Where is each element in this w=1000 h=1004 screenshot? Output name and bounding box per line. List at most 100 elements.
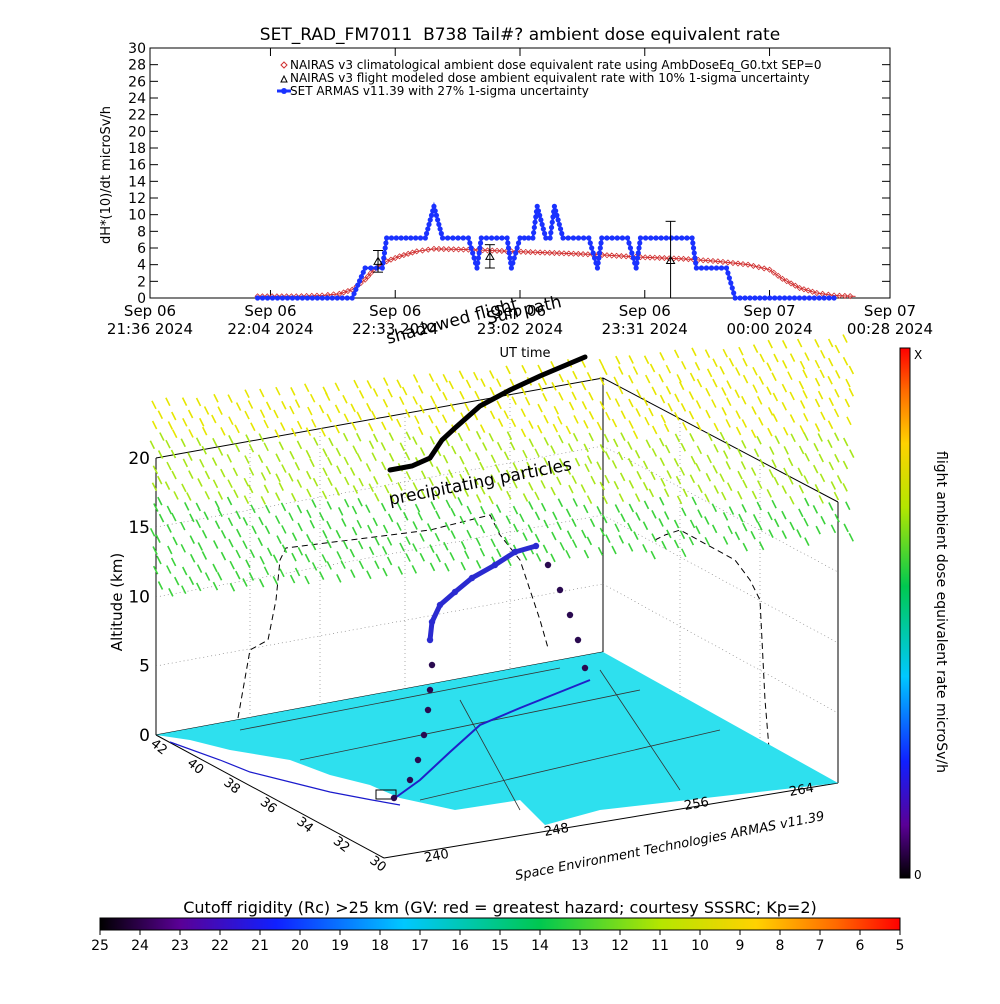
dose-streak [519, 468, 526, 478]
flight-track-point [581, 664, 589, 672]
dose-streak [368, 440, 375, 450]
dose-colorbar-top-label: X [914, 348, 922, 362]
dose-streak [818, 495, 824, 504]
dose-streak [583, 504, 589, 514]
x-tick-label: 23:31 2024 [602, 320, 688, 338]
dose-streak [767, 407, 774, 416]
dose-streak [397, 566, 404, 575]
dose-streak [294, 567, 301, 577]
dose-streak [584, 463, 590, 473]
dose-streak [318, 571, 325, 580]
armas-point [703, 265, 710, 271]
dose-streak [627, 457, 634, 467]
dose-streak [602, 366, 608, 376]
dose-streak [713, 422, 719, 432]
dose-streak [689, 372, 696, 382]
dose-streak [819, 369, 825, 379]
dose-streak [534, 511, 541, 521]
dose-streak [828, 461, 835, 471]
nairas-clim-point [484, 247, 491, 254]
y-tick-label: 30 [128, 41, 146, 57]
nairas-clim-point [489, 247, 496, 254]
dose-streak [448, 380, 454, 390]
dose-streak [275, 473, 281, 483]
nairas-clim-point [734, 260, 742, 267]
dose-streak [534, 533, 541, 543]
dose-streak [553, 405, 559, 415]
dose-streak [543, 457, 549, 466]
dose-streak [473, 371, 479, 381]
armas-point [353, 286, 359, 293]
dose-streak [586, 455, 593, 464]
armas-point [279, 295, 286, 301]
dose-streak [475, 560, 482, 569]
armas-point [259, 295, 266, 301]
armas-point [541, 230, 548, 237]
dose-streak [512, 505, 519, 515]
dose-streak [568, 401, 575, 411]
series-nairas-clim-line [257, 248, 856, 297]
armas-point [381, 255, 387, 261]
armas-point [476, 250, 482, 256]
dose-streak [728, 506, 735, 515]
dose-streak [343, 413, 350, 423]
dose-streak [688, 410, 695, 420]
dose-streak [804, 352, 810, 361]
legend-marker-diamond [280, 61, 288, 69]
nairas-flight-point [665, 255, 676, 264]
dose-streak [381, 421, 387, 431]
dose-streak [742, 522, 748, 532]
dose-streak [235, 510, 241, 520]
latitude-tick-label: 30 [367, 853, 389, 875]
dose-streak [490, 538, 496, 548]
armas-point [360, 269, 366, 275]
dose-streak [694, 361, 701, 371]
dose-streak [374, 536, 380, 546]
altitude-tick-label: 20 [128, 449, 150, 469]
armas-point [624, 235, 631, 241]
armas-point [324, 295, 330, 301]
dose-streak [180, 438, 186, 448]
dose-streak [309, 519, 315, 529]
dose-streak [442, 373, 448, 383]
dose-streak [520, 386, 527, 396]
dose-streak [490, 454, 497, 464]
armas-point [427, 217, 433, 223]
dose-streak [521, 551, 528, 561]
dose-streak [830, 481, 837, 490]
dose-streak [399, 396, 405, 406]
dose-streak [303, 383, 310, 393]
dose-streak [757, 521, 763, 531]
nairas-clim-point [532, 249, 539, 256]
dose-streak [734, 389, 740, 399]
dose-streak [740, 461, 747, 470]
armas-point [513, 250, 519, 256]
dose-streak [181, 483, 187, 493]
dose-streak [789, 414, 796, 423]
dose-streak [551, 382, 557, 391]
dose-streak [184, 502, 190, 511]
dose-streak [497, 482, 503, 491]
dose-streak [203, 406, 210, 415]
dose-streak [386, 537, 393, 546]
dose-streak [628, 480, 635, 489]
dose-streak [712, 465, 718, 474]
dose-streak [645, 439, 652, 449]
dose-streak [336, 551, 342, 560]
dose-streak [412, 436, 418, 445]
dose-streak [528, 438, 535, 448]
y-tick-label: 14 [128, 174, 146, 190]
dose-streak [772, 413, 778, 423]
dose-streak [384, 484, 390, 494]
nairas-clim-point [440, 246, 447, 253]
rigidity-tick-label: 22 [211, 938, 229, 954]
rigidity-tick-label: 15 [491, 938, 509, 954]
dose-streak [152, 465, 159, 475]
armas-point [708, 265, 715, 271]
dose-streak [614, 504, 621, 513]
dose-streak [220, 530, 227, 539]
dose-streak [535, 553, 542, 562]
dose-streak [551, 531, 557, 541]
flight-track-point [556, 586, 564, 594]
dose-streak [321, 554, 327, 563]
